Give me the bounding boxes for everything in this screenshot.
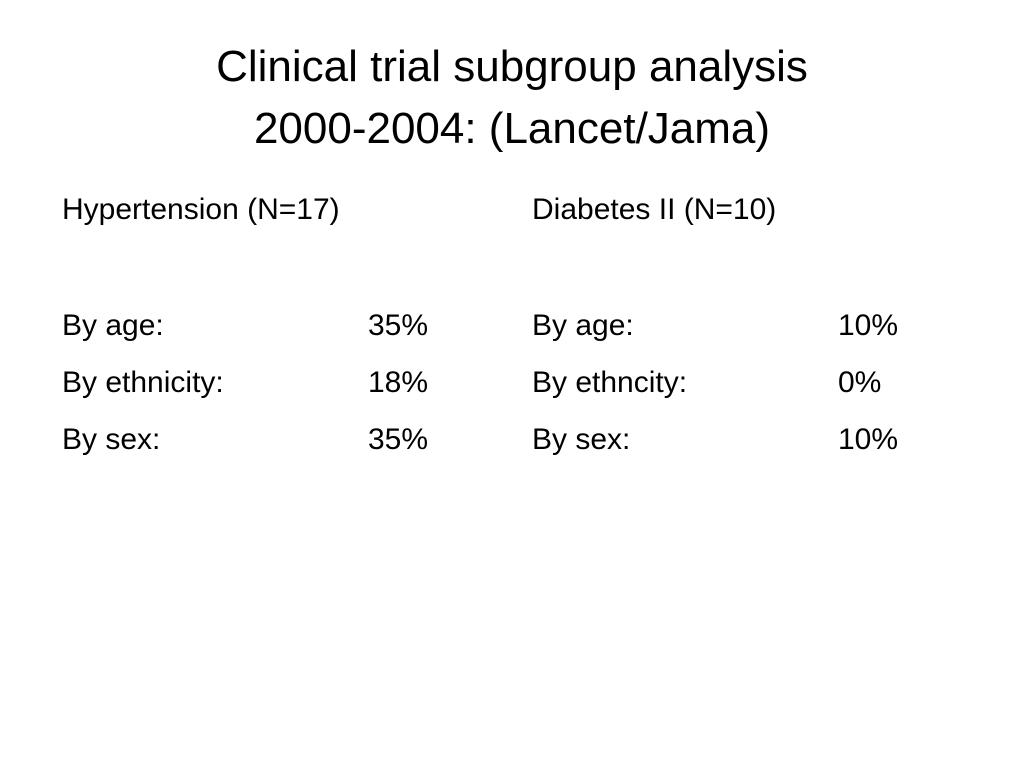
- diabetes-column: Diabetes II (N=10) By age: 10% By ethnci…: [532, 188, 972, 475]
- diabetes-heading: Diabetes II (N=10): [532, 193, 777, 226]
- stat-value: 35%: [368, 309, 429, 342]
- stat-label: By age:: [62, 309, 164, 342]
- diabetes-ethnicity-row: By ethncity: 0%: [532, 361, 972, 418]
- hypertension-age-row: By age: 35%: [62, 304, 502, 361]
- hypertension-sex-row: By sex: 35%: [62, 418, 502, 475]
- stat-label: By age:: [532, 309, 634, 342]
- column-spacer: [532, 236, 972, 304]
- stat-value: 0%: [838, 366, 882, 399]
- stat-label: By sex:: [532, 423, 631, 456]
- stat-label: By sex:: [62, 423, 161, 456]
- diabetes-age-row: By age: 10%: [532, 304, 972, 361]
- stat-label: By ethnicity:: [62, 366, 224, 399]
- slide-title-line-2: 2000-2004: (Lancet/Jama): [253, 104, 771, 153]
- hypertension-ethnicity-row: By ethnicity: 18%: [62, 361, 502, 418]
- diabetes-sex-row: By sex: 10%: [532, 418, 972, 475]
- stat-value: 10%: [838, 309, 899, 342]
- slide-title: Clinical trial subgroup analysis 2000-20…: [0, 36, 1024, 160]
- column-spacer: [62, 236, 502, 304]
- stat-value: 35%: [368, 423, 429, 456]
- stat-label: By ethncity:: [532, 366, 688, 399]
- stat-value: 18%: [368, 366, 429, 399]
- hypertension-column: Hypertension (N=17) By age: 35% By ethni…: [62, 188, 502, 475]
- slide-title-line-1: Clinical trial subgroup analysis: [216, 42, 808, 91]
- stat-value: 10%: [838, 423, 899, 456]
- hypertension-heading: Hypertension (N=17): [62, 193, 340, 226]
